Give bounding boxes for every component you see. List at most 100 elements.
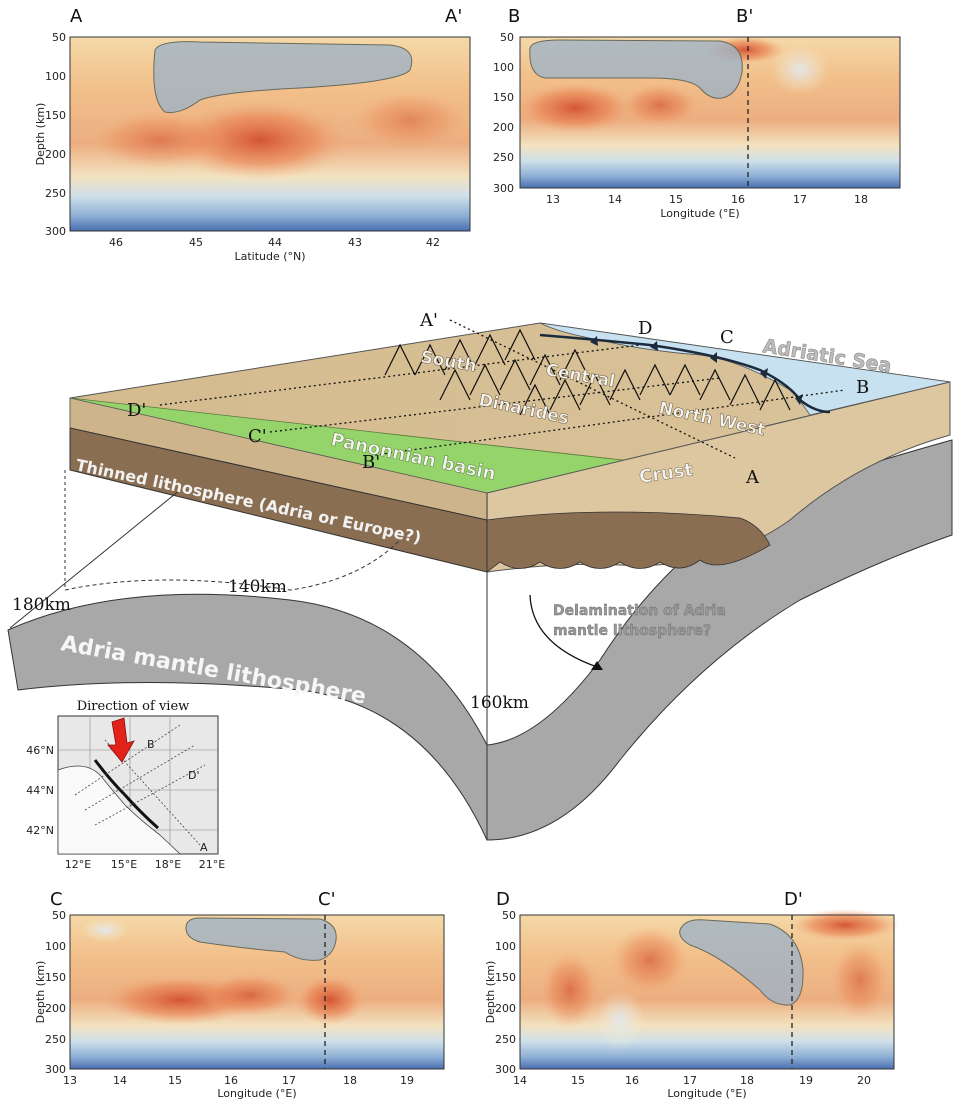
panel-a-frame [69, 36, 471, 232]
svg-text:43: 43 [348, 236, 362, 249]
panel-d: D D' Depth (km) 50 100 150 200 250 300 1… [484, 889, 900, 1100]
inset-sea [57, 765, 182, 855]
svg-text:200: 200 [45, 148, 66, 161]
label-c-prime: C' [248, 426, 267, 447]
svg-text:42: 42 [426, 236, 440, 249]
mountain-symbols [384, 328, 791, 416]
svg-text:200: 200 [495, 1002, 516, 1015]
svg-text:50: 50 [500, 31, 514, 44]
panel-b-left-label: B [508, 6, 520, 27]
label-c: C [720, 327, 734, 348]
inset-title: Direction of view [77, 699, 190, 714]
panel-c-frame [69, 914, 445, 1070]
panel-a-hot-anomaly [170, 100, 350, 180]
depth-180-label: 180km [12, 595, 71, 615]
svg-text:13: 13 [546, 193, 560, 206]
svg-text:15: 15 [571, 1074, 585, 1087]
svg-text:15: 15 [168, 1074, 182, 1087]
svg-text:300: 300 [495, 1063, 516, 1076]
svg-text:15°E: 15°E [111, 858, 137, 871]
inset-coast [93, 759, 159, 830]
svg-text:18: 18 [740, 1074, 754, 1087]
svg-text:16: 16 [625, 1074, 639, 1087]
panel-a-ylabel: Depth (km) [34, 103, 47, 166]
svg-text:14: 14 [113, 1074, 127, 1087]
delamination-arrow [529, 594, 601, 669]
svg-text:17: 17 [282, 1074, 296, 1087]
svg-text:150: 150 [495, 971, 516, 984]
label-d: D [638, 318, 652, 339]
label-d-prime: D' [127, 400, 146, 421]
panel-a: A A' Depth (km) 50 100 150 200 250 300 4… [34, 6, 471, 263]
svg-text:50: 50 [52, 31, 66, 44]
panel-d-hot-anomaly [790, 909, 900, 941]
svg-text:50: 50 [52, 909, 66, 922]
panel-b: B B' 50 100 150 200 250 300 13 14 15 16 … [493, 6, 901, 220]
svg-text:16: 16 [731, 193, 745, 206]
profile-lines [159, 319, 846, 459]
svg-text:100: 100 [495, 940, 516, 953]
svg-text:100: 100 [45, 940, 66, 953]
svg-text:12°E: 12°E [65, 858, 91, 871]
depth-140-label: 140km [228, 577, 287, 597]
panel-c-left-label: C [50, 889, 63, 910]
svg-text:46°N: 46°N [26, 744, 54, 757]
panel-c-slab-outline [185, 917, 337, 961]
panel-a-slab-outline [153, 41, 413, 113]
svg-text:300: 300 [45, 1063, 66, 1076]
svg-text:14: 14 [513, 1074, 527, 1087]
svg-text:100: 100 [45, 70, 66, 83]
svg-text:45: 45 [189, 236, 203, 249]
svg-text:44°N: 44°N [26, 784, 54, 797]
svg-text:150: 150 [45, 971, 66, 984]
svg-text:50: 50 [502, 909, 516, 922]
panel-b-xlabel: Longitude (°E) [660, 207, 739, 220]
svg-text:250: 250 [495, 1033, 516, 1046]
svg-text:14: 14 [608, 193, 622, 206]
panel-a-right-label: A' [445, 6, 462, 27]
svg-text:42°N: 42°N [26, 824, 54, 837]
svg-text:150: 150 [493, 91, 514, 104]
svg-text:300: 300 [493, 182, 514, 195]
svg-text:17: 17 [683, 1074, 697, 1087]
panel-c-xlabel: Longitude (°E) [217, 1087, 296, 1100]
block-diagram: A' A B B' C C' D D' Adriatic Sea South C… [7, 310, 953, 841]
thrust-front [539, 333, 831, 414]
svg-text:15: 15 [669, 193, 683, 206]
panel-c: C C' Depth (km) 50 100 150 200 250 300 1… [34, 889, 445, 1100]
panel-d-ylabel: Depth (km) [484, 961, 497, 1024]
svg-text:B: B [147, 738, 155, 751]
panel-b-hot-anomaly [515, 82, 635, 134]
svg-text:250: 250 [493, 151, 514, 164]
svg-text:A: A [200, 841, 208, 854]
panel-b-right-label: B' [736, 6, 753, 27]
panel-c-right-label: C' [318, 889, 336, 910]
svg-text:20: 20 [857, 1074, 871, 1087]
svg-text:19: 19 [799, 1074, 813, 1087]
svg-text:18°E: 18°E [155, 858, 181, 871]
panel-a-xlabel: Latitude (°N) [234, 250, 305, 263]
label-a-prime: A' [419, 310, 438, 331]
panel-d-right-label: D' [784, 889, 803, 910]
svg-text:250: 250 [45, 1033, 66, 1046]
svg-text:21°E: 21°E [199, 858, 225, 871]
inset-map: Direction of view B D' A 46°N 44°N 42°N … [26, 699, 225, 871]
panel-c-ylabel: Depth (km) [34, 961, 47, 1024]
label-b-prime: B' [362, 452, 380, 473]
svg-text:150: 150 [45, 109, 66, 122]
lithosphere-right-face [486, 511, 771, 573]
delamination-label-line1: Delamination of Adria [553, 603, 726, 619]
mantle-slab-right [486, 439, 953, 841]
svg-text:250: 250 [45, 187, 66, 200]
svg-text:16: 16 [224, 1074, 238, 1087]
label-a: A [745, 467, 760, 488]
panel-d-xlabel: Longitude (°E) [667, 1087, 746, 1100]
panel-d-slab-outline [679, 919, 804, 1006]
panel-d-left-label: D [496, 889, 510, 910]
svg-text:44: 44 [268, 236, 282, 249]
svg-text:200: 200 [493, 121, 514, 134]
panel-b-frame [519, 36, 901, 189]
svg-text:18: 18 [854, 193, 868, 206]
